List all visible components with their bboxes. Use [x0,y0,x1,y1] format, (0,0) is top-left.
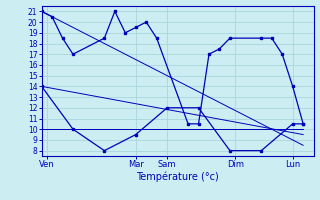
X-axis label: Température (°c): Température (°c) [136,172,219,182]
